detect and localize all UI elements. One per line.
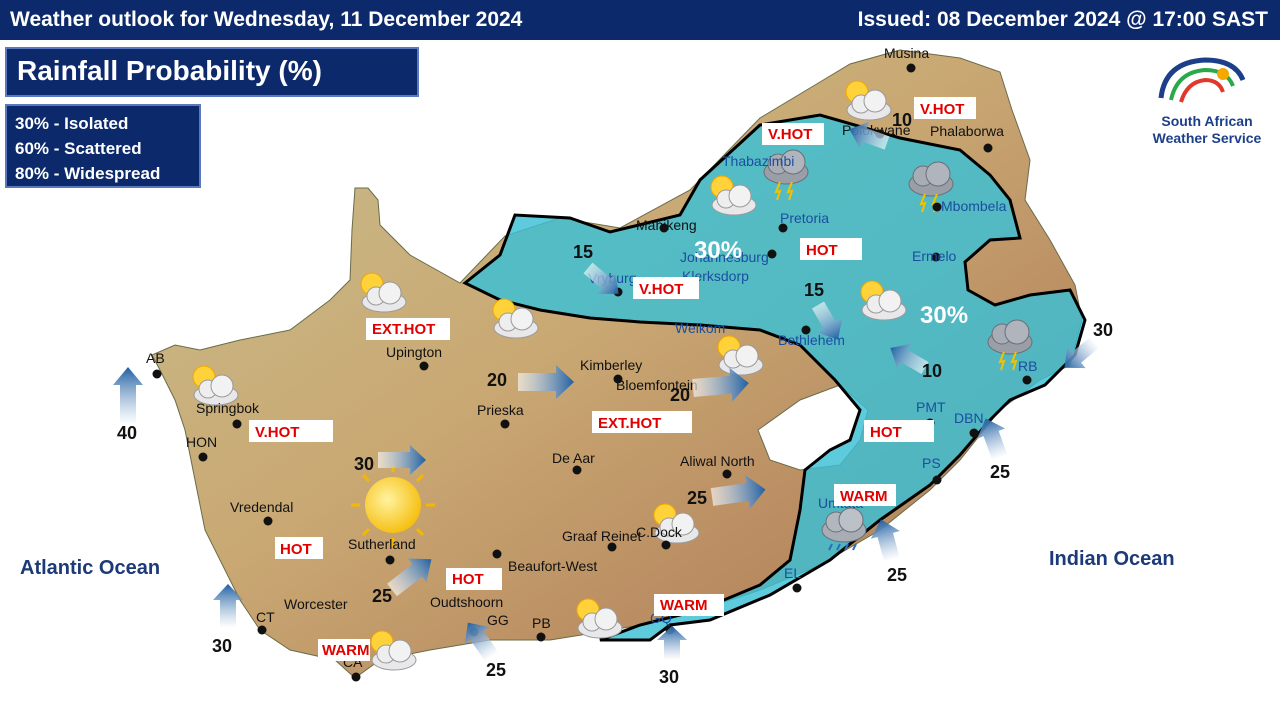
wind-speed-label: 25 <box>687 488 707 508</box>
city-label-welkom: Welkom <box>675 320 725 336</box>
city-label-rb: RB <box>1018 358 1037 374</box>
city-label-kimberley: Kimberley <box>580 357 642 373</box>
legend-item: 60% - Scattered <box>15 139 142 158</box>
svg-text:WARM: WARM <box>660 597 708 614</box>
atlantic-ocean-label: Atlantic Ocean <box>20 557 161 579</box>
wind-speed-label: 40 <box>117 423 137 443</box>
city-label-graaf-reinet: Graaf Reinet <box>562 528 641 544</box>
city-dots <box>152 63 1032 682</box>
warning-badge: EXT.HOT <box>592 411 692 433</box>
issued-timestamp: Issued: 08 December 2024 @ 17:00 SAST <box>857 8 1268 31</box>
wind-speed-label: 25 <box>372 586 392 606</box>
logo-line: Weather Service <box>1152 130 1262 146</box>
warning-badge: V.HOT <box>633 277 699 299</box>
warning-badge: HOT <box>446 568 502 590</box>
wind-speed-label: 25 <box>486 660 506 680</box>
probability-legend: 30% - Isolated 60% - Scattered 80% - Wid… <box>5 104 201 188</box>
city-label-prieska: Prieska <box>477 402 524 418</box>
svg-text:WARM: WARM <box>840 488 888 505</box>
city-label-ct: CT <box>256 609 275 625</box>
city-label-ps: PS <box>922 455 941 471</box>
city-label-mahikeng: Mahikeng <box>636 217 697 233</box>
indian-ocean-label: Indian Ocean <box>1049 548 1175 570</box>
saws-logo-icon <box>1158 57 1246 103</box>
svg-text:HOT: HOT <box>870 424 902 441</box>
city-label-worcester: Worcester <box>284 596 348 612</box>
wind-arrows <box>113 121 1100 662</box>
wind-speed-label: 30 <box>659 667 679 687</box>
city-label-pretoria: Pretoria <box>780 210 829 226</box>
warning-badge: V.HOT <box>249 420 333 442</box>
warning-badge: V.HOT <box>762 123 824 145</box>
svg-text:HOT: HOT <box>280 541 312 558</box>
header-bar: Weather outlook for Wednesday, 11 Decemb… <box>0 0 1280 40</box>
warning-badge: V.HOT <box>914 97 976 119</box>
wind-speed-label: 30 <box>212 636 232 656</box>
wind-speed-label: 20 <box>487 370 507 390</box>
city-label-aliwal-north: Aliwal North <box>680 453 755 469</box>
city-label-upington: Upington <box>386 344 442 360</box>
logo-line: South African <box>1161 113 1253 129</box>
city-label-pb: PB <box>532 615 551 631</box>
city-label-hon: HON <box>186 434 217 450</box>
wind-speed-label: 30 <box>354 454 374 474</box>
zone-probability-label: 30% <box>694 237 742 264</box>
svg-text:V.HOT: V.HOT <box>768 126 812 143</box>
city-label-dbn: DBN <box>954 410 984 426</box>
warning-badge: HOT <box>275 537 323 559</box>
wind-speed-label: 15 <box>573 242 593 262</box>
warning-badge: HOT <box>864 420 934 442</box>
sunny-icon <box>351 463 435 547</box>
city-label-de-aar: De Aar <box>552 450 595 466</box>
svg-text:EXT.HOT: EXT.HOT <box>372 321 435 338</box>
city-label-pmt: PMT <box>916 399 946 415</box>
zone-probability-label: 30% <box>920 302 968 329</box>
city-label-gg: GG <box>487 612 509 628</box>
warning-badge: EXT.HOT <box>366 318 450 340</box>
svg-text:EXT.HOT: EXT.HOT <box>598 415 661 432</box>
warning-badge: HOT <box>800 238 862 260</box>
wind-speed-label: 25 <box>990 462 1010 482</box>
wind-speed-label: 15 <box>804 280 824 300</box>
city-label-bloemfontein: Bloemfontein <box>616 377 698 393</box>
svg-text:HOT: HOT <box>806 242 838 259</box>
svg-text:HOT: HOT <box>452 571 484 588</box>
city-label-johannesburg: Johannesburg <box>680 249 769 265</box>
city-label-phalaborwa: Phalaborwa <box>930 123 1004 139</box>
svg-text:V.HOT: V.HOT <box>920 101 964 118</box>
warning-badge: WARM <box>654 594 724 616</box>
warning-badge: WARM <box>834 484 896 506</box>
wind-speed-label: 30 <box>1093 320 1113 340</box>
city-label-springbok: Springbok <box>196 400 260 416</box>
city-label-thabazimbi: Thabazimbi <box>722 153 794 169</box>
city-label-ermelo: Ermelo <box>912 248 957 264</box>
city-label-vredendal: Vredendal <box>230 499 293 515</box>
city-label-mbombela: Mbombela <box>941 198 1007 214</box>
city-label-beaufort-west: Beaufort-West <box>508 558 597 574</box>
warning-badge: WARM <box>318 639 370 661</box>
page-title: Weather outlook for Wednesday, 11 Decemb… <box>10 8 523 31</box>
rainfall-probability-title: Rainfall Probability (%) <box>5 47 419 97</box>
wind-speed-label: 25 <box>887 565 907 585</box>
city-label-oudtshoorn: Oudtshoorn <box>430 594 503 610</box>
saws-logo-text: South African Weather Service <box>1142 113 1272 147</box>
wind-speed-label: 10 <box>922 361 942 381</box>
city-label-el: EL <box>784 565 801 581</box>
svg-text:V.HOT: V.HOT <box>639 281 683 298</box>
legend-item: 80% - Widespread <box>15 164 161 183</box>
city-label-c-dock: C.Dock <box>636 524 683 540</box>
svg-text:WARM: WARM <box>322 642 370 659</box>
wind-speed-label: 10 <box>892 110 912 130</box>
city-label-musina: Musina <box>884 45 929 61</box>
svg-text:V.HOT: V.HOT <box>255 424 299 441</box>
legend-item: 30% - Isolated <box>15 114 129 133</box>
city-label-ab: AB <box>146 350 165 366</box>
city-label-sutherland: Sutherland <box>348 536 416 552</box>
wind-speed-label: 20 <box>670 385 690 405</box>
